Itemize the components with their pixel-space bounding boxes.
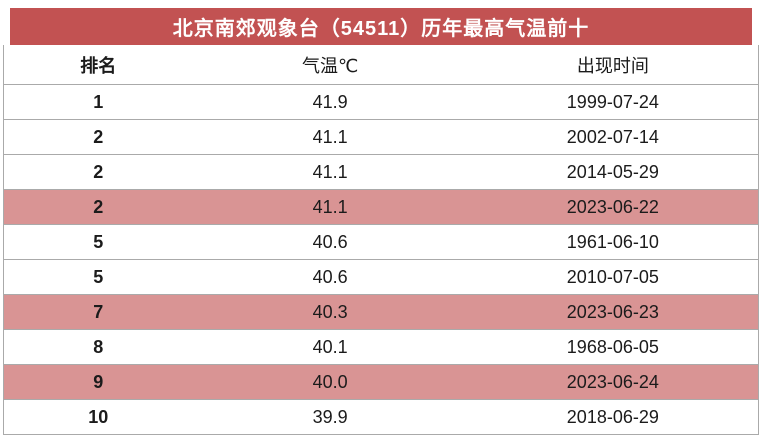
page-title: 北京南郊观象台（54511）历年最高气温前十 [172, 18, 590, 40]
rank-cell: 5 [93, 231, 104, 252]
date-cell: 2023-06-22 [566, 196, 659, 217]
temperature-cell: 40.1 [312, 336, 348, 357]
temperature-cell: 41.9 [312, 91, 348, 112]
rank-cell: 10 [88, 406, 109, 427]
rank-cell: 5 [93, 266, 104, 287]
rank-cell: 2 [93, 161, 104, 182]
temperature-cell: 40.6 [312, 231, 348, 252]
temperature-cell: 41.1 [312, 126, 348, 147]
table-row: 9 40.0 2023-06-24 [4, 365, 758, 400]
table-row: 8 40.1 1968-06-05 [4, 330, 758, 365]
date-cell: 2010-07-05 [566, 266, 659, 287]
date-cell: 1968-06-05 [566, 336, 659, 357]
table-row: 2 41.1 2002-07-14 [4, 120, 758, 155]
header-temperature: 气温℃ [301, 55, 359, 76]
rank-cell: 8 [93, 336, 104, 357]
table-row: 5 40.6 2010-07-05 [4, 260, 758, 295]
rank-cell: 1 [93, 91, 104, 112]
header-date: 出现时间 [576, 55, 649, 76]
rank-cell: 2 [93, 126, 104, 147]
date-cell: 1999-07-24 [566, 91, 659, 112]
date-cell: 2018-06-29 [566, 406, 659, 427]
header-rank: 排名 [80, 55, 117, 76]
temperature-cell: 40.0 [312, 371, 348, 392]
table-row: 7 40.3 2023-06-23 [4, 295, 758, 330]
date-cell: 2002-07-14 [566, 126, 659, 147]
table-row: 2 41.1 2014-05-29 [4, 155, 758, 190]
date-cell: 2023-06-23 [566, 301, 659, 322]
table-row: 2 41.1 2023-06-22 [4, 190, 758, 225]
top10-temperature-table: 排名 气温℃ 出现时间 1 41.9 1999-07-24 2 41.1 200… [3, 45, 759, 435]
date-cell: 2014-05-29 [566, 161, 659, 182]
temperature-cell: 41.1 [312, 161, 348, 182]
temperature-cell: 40.6 [312, 266, 348, 287]
table-row: 1 41.9 1999-07-24 [4, 85, 758, 120]
temperature-cell: 41.1 [312, 196, 348, 217]
table-header-row: 排名 气温℃ 出现时间 [4, 45, 758, 85]
table-row: 5 40.6 1961-06-10 [4, 225, 758, 260]
rank-cell: 2 [93, 196, 104, 217]
temperature-cell: 39.9 [312, 406, 348, 427]
temperature-cell: 40.3 [312, 301, 348, 322]
table-row: 10 39.9 2018-06-29 [4, 400, 758, 435]
date-cell: 2023-06-24 [566, 371, 659, 392]
rank-cell: 9 [93, 371, 104, 392]
rank-cell: 7 [93, 301, 104, 322]
date-cell: 1961-06-10 [566, 231, 659, 252]
title-banner: 北京南郊观象台（54511）历年最高气温前十 [10, 8, 752, 45]
